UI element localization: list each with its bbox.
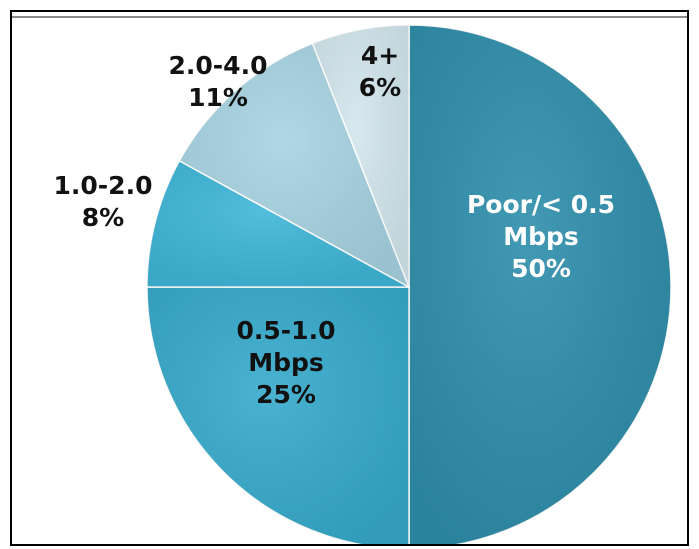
slice-unit: Mbps bbox=[503, 222, 579, 251]
pie-slice-shade-3 bbox=[147, 160, 409, 287]
slice-label-1: Poor/< 0.5 Mbps 50% bbox=[467, 190, 615, 283]
slice-percent: 6% bbox=[359, 73, 401, 102]
pie-slice-shade-2 bbox=[147, 287, 409, 545]
slice-percent: 11% bbox=[188, 83, 248, 112]
pie-slice-shade-4 bbox=[179, 43, 409, 288]
slice-category: Poor/< 0.5 bbox=[467, 190, 615, 219]
pie-group bbox=[146, 24, 672, 545]
slice-percent: 8% bbox=[82, 203, 124, 232]
slice-label-3: 1.0-2.0 8% bbox=[54, 171, 153, 232]
label-group: Poor/< 0.5 Mbps 50% 0.5-1.0 Mbps 25% 1.0-2.0 8%… bbox=[54, 41, 616, 409]
slice-category: 0.5-1.0 bbox=[237, 316, 336, 345]
pie-slice-shade-1 bbox=[409, 25, 671, 545]
slice-percent: 50% bbox=[511, 254, 571, 283]
slice-label-4: 2.0-4.0 11% bbox=[169, 51, 268, 112]
slice-label-5: 4+ 6% bbox=[359, 41, 401, 102]
slice-unit: Mbps bbox=[248, 348, 324, 377]
slice-category: 2.0-4.0 bbox=[169, 51, 268, 80]
slice-category: 1.0-2.0 bbox=[54, 171, 153, 200]
slice-percent: 25% bbox=[256, 380, 316, 409]
slice-label-2: 0.5-1.0 Mbps 25% bbox=[237, 316, 336, 409]
frame-border bbox=[10, 10, 689, 546]
slice-category: 4+ bbox=[361, 41, 399, 70]
pie-slice-shade-5 bbox=[312, 25, 409, 287]
